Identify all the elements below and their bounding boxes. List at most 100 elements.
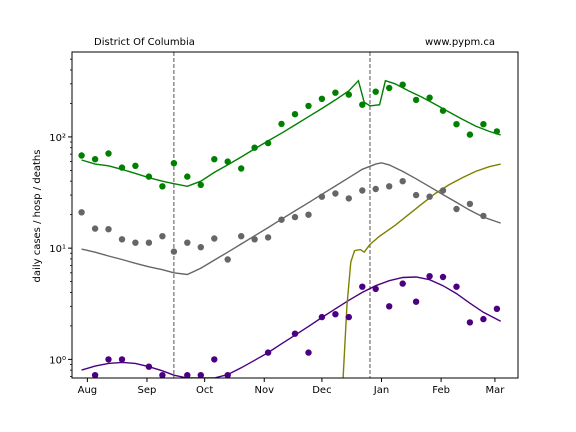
data-point-s2-18	[399, 280, 406, 287]
data-point-s0-20	[345, 91, 352, 98]
model-curve-1	[81, 162, 501, 276]
data-point-s1-19	[332, 190, 339, 197]
data-point-s2-21	[439, 273, 447, 281]
data-point-s1-16	[291, 213, 299, 221]
data-point-s0-31	[493, 128, 501, 135]
model-curve-2	[81, 276, 502, 378]
data-point-s0-24	[399, 81, 406, 88]
data-points	[78, 81, 501, 378]
data-point-s2-13	[332, 311, 339, 318]
data-point-s0-16	[291, 111, 299, 118]
data-point-s1-9	[197, 244, 204, 251]
data-point-s1-7	[170, 248, 178, 255]
data-point-s0-28	[453, 121, 460, 128]
data-point-s2-0	[91, 372, 99, 378]
data-point-s0-0	[78, 152, 85, 159]
y-tick-label-1: 10¹	[49, 244, 66, 255]
data-point-s0-22	[372, 88, 379, 95]
data-point-s1-23	[386, 183, 393, 190]
data-point-s1-30	[480, 212, 487, 220]
data-point-s1-12	[238, 233, 245, 240]
data-point-s0-18	[318, 95, 326, 103]
x-tick-label-1: Sep	[138, 385, 157, 396]
data-point-s2-9	[264, 349, 272, 356]
data-point-s1-28	[453, 205, 460, 213]
data-point-s2-25	[493, 305, 501, 312]
data-point-s2-22	[453, 283, 460, 290]
x-tick-label-4: Dec	[312, 385, 331, 396]
data-point-s0-4	[132, 162, 139, 169]
x-tick-label-6: Feb	[432, 385, 450, 396]
data-point-s0-25	[412, 96, 420, 104]
data-point-s2-5	[184, 372, 191, 378]
data-point-s1-13	[251, 236, 258, 243]
data-point-s0-3	[118, 164, 126, 171]
data-point-s2-7	[211, 356, 218, 363]
data-point-s0-8	[184, 173, 191, 180]
data-point-s1-4	[132, 239, 139, 246]
data-point-s2-11	[305, 349, 312, 356]
data-point-s0-10	[211, 156, 218, 163]
data-point-s1-3	[118, 236, 126, 243]
data-point-s0-12	[238, 165, 245, 172]
data-point-s1-25	[412, 191, 420, 199]
data-point-s1-10	[211, 235, 218, 242]
y-tick-label-2: 10²	[49, 133, 66, 144]
data-point-s1-29	[466, 200, 474, 208]
model-curves	[81, 79, 502, 378]
data-point-s0-2	[105, 150, 112, 157]
data-point-s1-8	[184, 239, 191, 246]
data-point-s1-6	[159, 233, 166, 240]
data-point-s0-9	[197, 181, 204, 189]
data-point-s1-22	[372, 185, 379, 193]
data-point-s0-19	[332, 89, 339, 96]
model-curve-3	[342, 163, 501, 378]
data-point-s0-26	[426, 94, 433, 101]
x-tick-label-2: Oct	[196, 385, 213, 396]
data-point-s1-15	[278, 216, 285, 223]
data-point-s2-2	[118, 356, 126, 363]
data-point-s2-19	[412, 298, 420, 305]
data-point-s0-6	[159, 183, 166, 190]
data-point-s2-3	[145, 363, 153, 370]
data-point-s1-21	[359, 187, 366, 194]
x-tick-label-5: Jan	[373, 385, 389, 396]
y-tick-label-0: 10⁰	[49, 355, 66, 366]
data-point-s1-17	[305, 211, 312, 218]
data-point-s0-15	[278, 120, 285, 128]
data-point-s1-24	[399, 178, 406, 185]
x-axis: Aug Sep Oct Nov Dec Jan Feb Mar	[78, 378, 505, 396]
model-curve-0	[81, 79, 501, 188]
chart-title-left: District Of Columbia	[94, 37, 195, 48]
data-point-s0-1	[91, 156, 99, 163]
data-point-s0-13	[251, 144, 258, 151]
data-point-s2-6	[197, 372, 204, 378]
x-tick-label-0: Aug	[78, 385, 98, 396]
data-point-s2-24	[480, 315, 487, 323]
data-point-s0-14	[264, 139, 272, 147]
data-point-s2-23	[466, 319, 474, 326]
data-point-s2-1	[105, 356, 112, 363]
chart-title-right: www.pypm.ca	[425, 37, 495, 48]
data-point-s2-15	[359, 283, 366, 290]
data-point-s0-21	[359, 101, 366, 108]
data-point-s2-17	[386, 303, 393, 310]
data-point-s1-20	[345, 195, 352, 202]
data-point-s1-18	[318, 193, 326, 200]
x-tick-label-3: Nov	[254, 385, 274, 396]
y-axis: 10⁰ 10¹ 10²	[49, 58, 72, 377]
data-point-s1-14	[264, 234, 272, 241]
data-point-s0-23	[386, 84, 393, 92]
data-point-s0-27	[439, 107, 447, 114]
data-point-s2-16	[372, 285, 379, 293]
data-point-s2-8	[224, 372, 231, 378]
x-tick-label-7: Mar	[485, 385, 505, 396]
data-point-s0-30	[480, 121, 487, 128]
data-point-s1-11	[224, 256, 231, 263]
data-point-s2-12	[318, 313, 326, 321]
data-point-s0-7	[170, 160, 178, 167]
plot-lines	[173, 52, 371, 378]
data-point-s0-5	[145, 173, 153, 180]
data-point-s1-2	[105, 226, 112, 233]
